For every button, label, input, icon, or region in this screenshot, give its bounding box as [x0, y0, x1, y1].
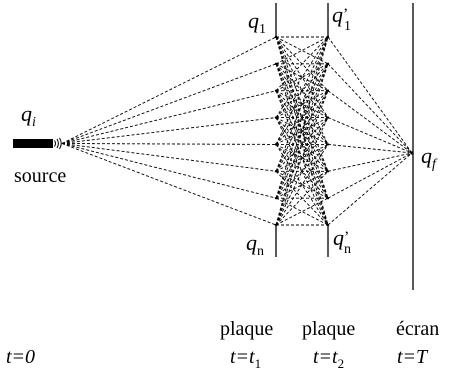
label-q1p-prime: ’	[343, 6, 348, 23]
slit-point-2-5	[326, 143, 330, 146]
ray-source-to-plate1-3	[61, 90, 277, 144]
ray-plate1-3-to-plate2-1	[275, 36, 329, 92]
label-plaque-1: plaque	[220, 318, 273, 340]
label-t-2: t=t2	[313, 346, 344, 371]
label-qn-sub: n	[257, 244, 264, 259]
label-t1-sub: 1	[255, 356, 262, 371]
ray-plate1-8-to-plate2-6	[275, 170, 329, 226]
label-q-f: qf	[421, 143, 438, 172]
ray-plate2-to-screen-8	[327, 152, 413, 226]
label-qf-sub: f	[432, 157, 438, 172]
label-q1-prime: q’ 1	[332, 2, 351, 34]
slit-point-2-2	[326, 62, 330, 66]
ray-plate2-to-screen-5	[327, 143, 413, 154]
ray-plate1-7-to-plate2-5	[275, 144, 329, 199]
ray-plate2-to-screen-2	[327, 63, 413, 154]
ray-plate2-to-screen-6	[327, 152, 413, 172]
label-source: source	[14, 165, 66, 187]
slit-point-1-6	[274, 170, 278, 173]
slit-point-2-3	[326, 89, 330, 92]
label-t-T: t=T	[397, 346, 429, 368]
slit-point-1-7	[274, 196, 278, 200]
label-qn-main: q	[246, 230, 257, 255]
source-arc-icon-1	[54, 140, 56, 147]
ray-plate1-8-to-plate2-2	[275, 63, 329, 226]
slit-point-2-4	[326, 116, 330, 119]
source-emitter-icon	[13, 139, 53, 148]
ray-plate1-1-to-plate2-7	[275, 36, 329, 199]
label-qn-prime: q’ n	[333, 225, 351, 257]
ray-plate1-4-to-plate2-1	[275, 36, 329, 118]
slit-point-1-4	[274, 116, 278, 119]
ray-plate2-to-screen-4	[327, 117, 413, 154]
ray-source-to-plate1-5	[61, 143, 277, 145]
label-q1p-sub: 1	[344, 19, 351, 34]
slit-point-1-3	[274, 89, 278, 92]
label-t2-main: t=t	[313, 346, 338, 368]
ray-plate1-5-to-plate2-3	[275, 90, 329, 145]
slit-point-2-7	[326, 196, 330, 200]
ray-plate1-6-to-plate2-4	[275, 117, 329, 172]
label-q-i: qi	[21, 101, 36, 130]
ray-source-to-plate1-7	[61, 143, 277, 199]
label-q-i-sub: i	[32, 115, 36, 130]
label-qf-main: q	[421, 143, 432, 168]
label-q1: q1	[248, 8, 266, 37]
ray-source-to-plate1-4	[61, 117, 277, 144]
ray-source-to-plate1-8	[61, 143, 277, 226]
label-q1-sub: 1	[259, 22, 266, 37]
ray-plate2-to-screen-7	[327, 152, 413, 199]
label-t2-sub: 2	[338, 356, 345, 371]
ray-source-to-plate1-2	[61, 63, 277, 144]
ray-plate1-4-to-plate2-2	[275, 63, 329, 118]
ray-plate2-to-screen-3	[327, 90, 413, 154]
label-q1-main: q	[248, 8, 259, 33]
label-t1-main: t=t	[230, 346, 255, 368]
label-plaque-2: plaque	[302, 318, 355, 340]
label-q-i-main: q	[21, 101, 32, 126]
ray-source-to-plate1-1	[61, 36, 277, 144]
ray-plate1-6-to-plate2-1	[275, 36, 329, 172]
ray-plate1-8-to-plate2-3	[275, 90, 329, 226]
label-qnp-sub: n	[344, 242, 351, 257]
label-qn: qn	[246, 230, 264, 259]
ray-plate1-8-to-plate2-1	[275, 36, 329, 226]
slit-point-1-2	[274, 62, 278, 66]
label-t-1: t=t1	[230, 346, 261, 371]
ray-plate1-2-to-plate2-8	[275, 63, 329, 226]
label-qnp-main: q	[333, 225, 344, 250]
path-rays	[61, 35, 414, 227]
label-t-0: t=0	[6, 346, 35, 368]
ray-plate2-to-screen-1	[327, 36, 413, 154]
ray-plate1-8-to-plate2-5	[275, 144, 329, 226]
label-q1p-main: q	[332, 2, 343, 27]
slit-point-2-6	[326, 170, 330, 173]
label-ecran: écran	[396, 318, 439, 340]
ray-source-to-plate1-6	[61, 143, 277, 172]
label-qnp-prime: ’	[344, 229, 349, 246]
slit-point-1-5	[274, 143, 278, 146]
source-arc-icon-3	[59, 137, 62, 150]
ray-plate1-7-to-plate2-1	[275, 36, 329, 199]
source-arc-icon-2	[56, 138, 59, 149]
